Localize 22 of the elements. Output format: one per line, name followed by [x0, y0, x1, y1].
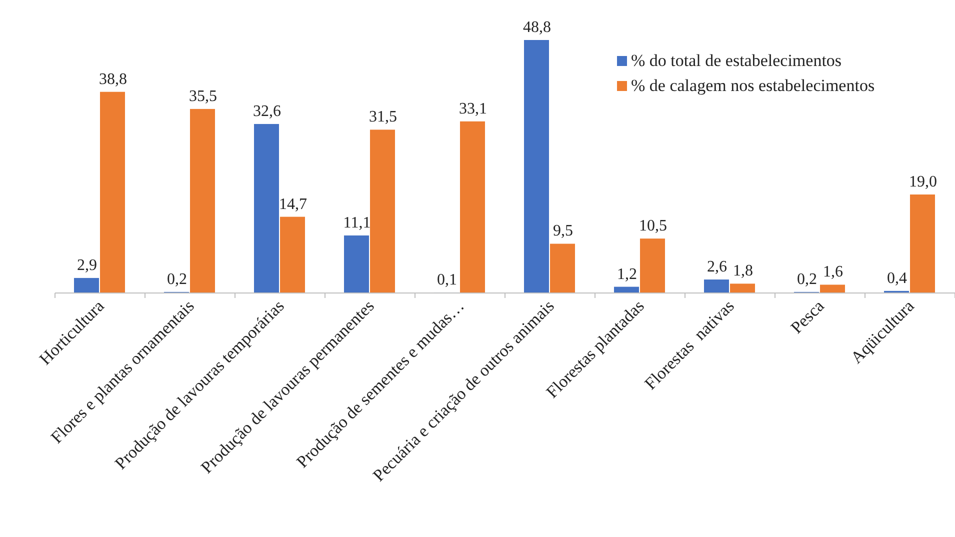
data-label: 19,0	[909, 173, 937, 190]
data-label: 2,6	[707, 258, 727, 276]
data-label: 1,2	[617, 266, 637, 283]
data-label: 31,5	[369, 108, 397, 126]
data-label: 14,7	[279, 196, 307, 213]
data-label: 10,5	[639, 218, 667, 235]
data-label: 1,6	[823, 264, 843, 281]
data-label: 0,4	[887, 270, 907, 287]
data-label: 1,8	[733, 262, 753, 280]
data-label: 9,5	[553, 222, 573, 240]
data-label: 33,1	[459, 100, 487, 118]
data-label: 38,8	[99, 70, 127, 88]
data-label: 2,9	[77, 256, 97, 274]
data-label: 35,5	[189, 88, 217, 105]
data-label: 0,2	[167, 270, 187, 288]
data-label: 0,2	[797, 270, 817, 288]
data-label: 0,1	[437, 271, 457, 288]
data-label: 48,8	[523, 19, 551, 36]
data-label: 11,1	[343, 214, 371, 232]
legend-label: % de calagem nos estabelecimentos	[631, 76, 875, 95]
data-label: 32,6	[253, 102, 281, 120]
legend-label: % do total de estabelecimentos	[631, 51, 842, 70]
